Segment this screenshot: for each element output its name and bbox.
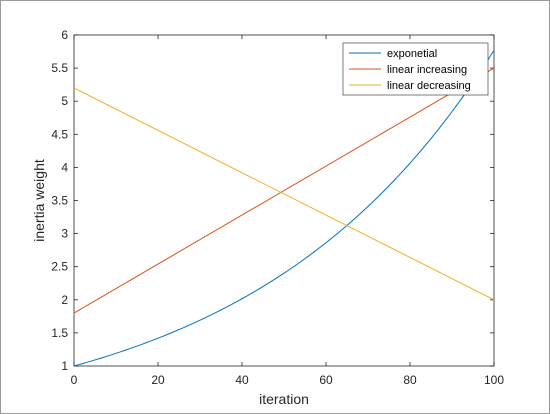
y-tick-label: 5 [61, 94, 68, 108]
y-axis: 1 1.5 2 2.5 3 3.5 4 4.5 5 5.5 6 [51, 28, 494, 373]
legend: exponetial linear increasing linear decrea… [342, 42, 489, 96]
series-line-1 [73, 67, 495, 314]
y-tick-label: 2.5 [51, 260, 68, 274]
x-axis-label: iteration [259, 391, 309, 407]
legend-label: linear decreasing [387, 80, 471, 92]
x-axis: 0 20 40 60 80 100 [71, 35, 504, 387]
y-tick-label: 4 [61, 160, 68, 174]
y-tick-label: 3 [61, 227, 68, 241]
y-tick-label: 1 [61, 359, 68, 373]
x-tick-label: 40 [235, 373, 249, 387]
y-tick-label: 2 [61, 293, 68, 307]
series-line-0 [73, 49, 495, 367]
y-tick-label: 3.5 [51, 194, 68, 208]
y-axis-label: inertia weight [31, 159, 47, 242]
legend-label: exponetial [387, 48, 437, 60]
x-tick-label: 20 [151, 373, 165, 387]
y-tick-label: 1.5 [51, 326, 68, 340]
y-tick-label: 4.5 [51, 127, 68, 141]
x-tick-label: 60 [319, 373, 333, 387]
x-tick-label: 0 [71, 373, 78, 387]
series-lines [73, 49, 495, 367]
x-tick-label: 80 [403, 373, 417, 387]
series-line-2 [73, 87, 495, 301]
y-tick-label: 5.5 [51, 61, 68, 75]
legend-label: linear increasing [387, 64, 467, 76]
x-tick-label: 100 [484, 373, 504, 387]
y-tick-label: 6 [61, 28, 68, 42]
